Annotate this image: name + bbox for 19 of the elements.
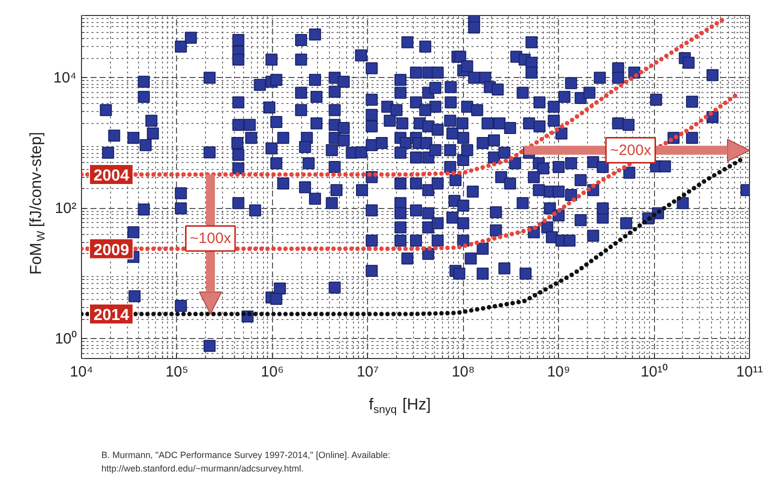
x-tick-label: 10¹⁰ [640,364,668,380]
x-tick-label: 10⁶ [260,364,284,380]
x-tick-label: 10⁹ [547,364,570,380]
x-tick-label: 10⁴ [70,364,94,380]
y-tick-label: 10⁴ [53,69,77,86]
text: http://web.stanford.edu/~murmann/adcsurvey.html. [101,464,304,474]
y-axis-title: FoMW [fJ/conv-step] [28,132,48,275]
y-tick-label: 10⁰ [54,330,77,348]
annotation: ~200x [610,142,652,159]
series-label: 2014 [94,307,130,324]
x-tick-label: 10⁷ [356,364,379,380]
x-tick-label: 10⁸ [452,364,475,380]
text: B. Murmann, "ADC Performance Survey 1997-2014," [Online]. Available: [101,450,390,460]
annotation: ~100x [190,230,232,247]
series-label: 2009 [94,242,130,259]
y-tick-label: 10² [54,200,77,217]
series-label: 2004 [94,167,130,184]
x-tick-label: 10⁵ [165,364,188,380]
x-tick-label: 10¹¹ [736,364,763,380]
